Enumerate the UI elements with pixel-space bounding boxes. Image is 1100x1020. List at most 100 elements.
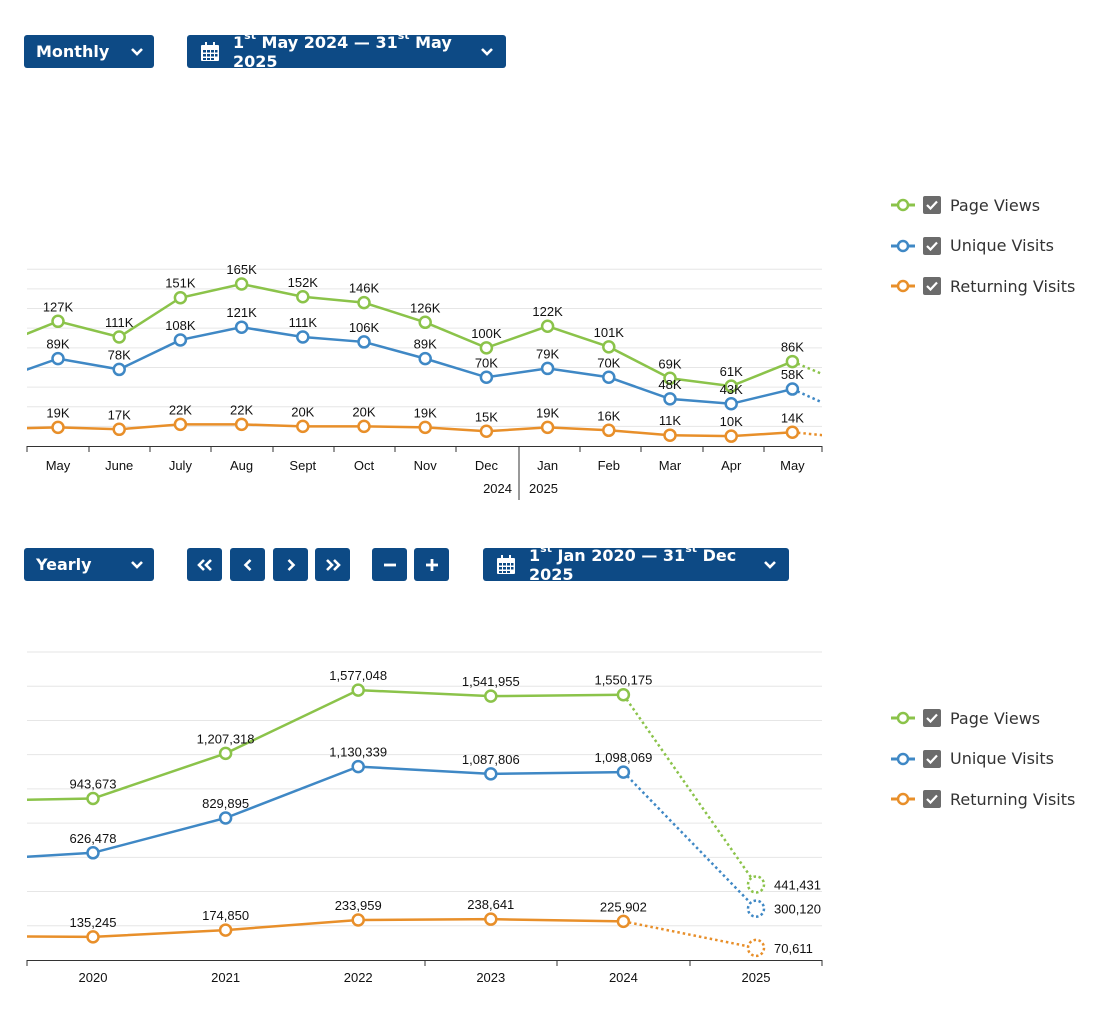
point-unique-visits	[602, 370, 616, 385]
x-tick-label: Nov	[414, 458, 438, 473]
legend-item-page-views[interactable]: Page Views	[889, 195, 1075, 215]
period-select-yearly[interactable]: Yearly	[24, 548, 154, 581]
point-returning-visits	[484, 912, 498, 926]
data-label-unique-visits: 70K	[597, 355, 620, 370]
legend-item-unique-visits[interactable]: Unique Visits	[889, 749, 1075, 769]
series-dotted-page-views	[791, 360, 822, 376]
point-page-views	[351, 683, 365, 697]
point-unique-visits	[785, 382, 800, 396]
point-returning-visits	[785, 425, 800, 440]
data-label-page-views: 86K	[781, 340, 804, 355]
checkbox-checked-icon[interactable]	[923, 236, 941, 255]
legend-label: Returning Visits	[950, 789, 1076, 809]
date-range-button[interactable]: 1st May 2024 — 31st May 2025	[187, 30, 506, 71]
data-label-page-views: 146K	[349, 281, 380, 296]
legend-item-unique-visits[interactable]: Unique Visits	[889, 236, 1075, 256]
zoom-in-button[interactable]	[414, 548, 449, 581]
year-label-2024: 2024	[483, 481, 512, 496]
data-label-page-views: 111K	[105, 315, 134, 330]
legend-item-returning-visits[interactable]: Returning Visits	[889, 276, 1075, 296]
period-select-label: Yearly	[36, 555, 92, 574]
point-unique-visits	[540, 361, 555, 376]
point-unique-visits	[663, 392, 677, 406]
legend-label: Page Views	[950, 708, 1041, 728]
point-page-views	[357, 295, 371, 310]
checkbox-checked-icon[interactable]	[923, 196, 941, 214]
line-marker-icon	[891, 239, 915, 252]
period-select-monthly[interactable]: Monthly	[24, 35, 154, 68]
checkbox-checked-icon[interactable]	[923, 790, 941, 808]
data-label-returning-visits: 20K	[352, 404, 375, 419]
data-label-returning-visits: 135,245	[70, 915, 117, 930]
legend-item-page-views[interactable]: Page Views	[889, 708, 1075, 728]
data-label-unique-visits: 89K	[46, 337, 69, 352]
point-page-views	[663, 371, 677, 386]
x-tick-label: 2024	[609, 970, 638, 985]
line-marker-icon	[891, 198, 915, 212]
x-tick-label: Mar	[659, 458, 682, 473]
point-returning-visits	[357, 419, 371, 434]
point-returning-visits	[418, 420, 432, 435]
data-label-returning-visits: 11K	[659, 413, 681, 428]
checkbox-checked-icon[interactable]	[923, 749, 941, 768]
point-page-views	[234, 277, 249, 291]
x-tick-label: May	[780, 458, 805, 473]
x-tick-label: Oct	[354, 458, 375, 473]
zoom-out-button[interactable]	[372, 548, 407, 581]
checkbox-checked-icon[interactable]	[923, 709, 941, 727]
legend-label: Unique Visits	[950, 749, 1054, 768]
last-page-button[interactable]	[315, 548, 350, 581]
data-label-page-views: 101K	[594, 325, 625, 340]
point-returning-visits	[602, 423, 616, 438]
series-line-page-views	[27, 688, 624, 801]
series-line-returning-visits	[27, 917, 624, 939]
point-page-views	[479, 341, 494, 355]
x-tick-label: 2025	[742, 970, 771, 985]
point-unique-visits	[616, 765, 631, 779]
chevron-left-icon	[242, 558, 254, 572]
point-page-views	[51, 314, 65, 329]
line-marker-icon	[891, 279, 915, 293]
point-unique-visits	[86, 846, 100, 860]
date-range-button[interactable]: 1st Jan 2020 — 31st Dec 2025	[483, 543, 789, 584]
data-label-returning-visits: 20K	[291, 404, 314, 419]
data-label-unique-visits: 1,130,339	[329, 745, 387, 760]
x-tick-label: Aug	[230, 458, 253, 473]
point-returning-visits	[296, 419, 310, 434]
point-page-views	[484, 689, 498, 703]
data-label-unique-visits: 108K	[165, 318, 196, 333]
point-page-views	[602, 340, 616, 354]
yearly-line-chart: 2020 2021 2022 2023 2024 2025 943,673 1,207,318…	[26, 651, 823, 985]
plus-icon	[424, 557, 440, 573]
point-page-views	[540, 319, 555, 333]
data-label-page-views: 69K	[658, 356, 681, 371]
data-label-unique-visits: 1,087,806	[462, 752, 520, 767]
series-line-unique-visits	[27, 765, 624, 859]
point-unique-visits	[173, 333, 188, 347]
data-label-returning-visits: 22K	[230, 402, 253, 417]
first-page-button[interactable]	[187, 548, 222, 581]
x-tick-label: Feb	[598, 458, 620, 473]
point-page-views	[218, 746, 233, 761]
point-unique-visits	[746, 899, 766, 918]
data-label-page-views: 441,431	[774, 877, 821, 892]
next-button[interactable]	[273, 548, 308, 581]
data-label-returning-visits: 238,641	[467, 897, 514, 912]
point-unique-visits	[479, 370, 494, 385]
point-returning-visits	[112, 422, 126, 437]
point-page-views	[724, 379, 738, 393]
point-unique-visits	[112, 362, 126, 377]
x-tick-label: 2021	[211, 970, 240, 985]
point-returning-visits	[616, 914, 631, 929]
calendar-icon	[495, 554, 517, 576]
legend-label: Returning Visits	[950, 276, 1076, 296]
point-unique-visits	[51, 351, 65, 366]
data-label-returning-visits: 22K	[169, 402, 192, 417]
legend-label: Page Views	[950, 195, 1041, 215]
checkbox-checked-icon[interactable]	[923, 277, 941, 295]
data-label-returning-visits: 16K	[597, 408, 620, 423]
previous-button[interactable]	[230, 548, 265, 581]
point-unique-visits	[218, 811, 233, 825]
data-label-unique-visits: 106K	[349, 320, 380, 335]
legend-item-returning-visits[interactable]: Returning Visits	[889, 789, 1075, 809]
